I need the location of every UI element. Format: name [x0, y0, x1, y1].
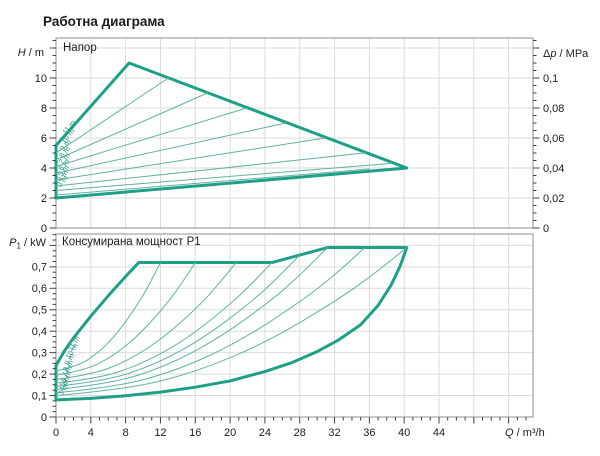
ticks	[49, 40, 540, 229]
power-envelope	[54, 246, 409, 402]
svg-text:0: 0	[41, 412, 47, 424]
svg-text:0,06: 0,06	[543, 133, 564, 145]
svg-text:24: 24	[259, 427, 271, 439]
svg-text:0,02: 0,02	[543, 193, 564, 205]
tick-labels: 0 0,1 0,2 0,3 0,4 0,5 0,6 0,7 0 4 8 12 16 20 24 28 32 36 4…	[32, 262, 445, 439]
curve-8m	[55, 107, 248, 167]
svg-text:28: 28	[294, 427, 306, 439]
svg-text:12: 12	[154, 427, 166, 439]
page-title: Работна диаграма	[43, 14, 165, 29]
curve-9m	[55, 92, 208, 161]
power-curve-5m	[55, 247, 329, 391]
svg-text:16: 16	[189, 427, 201, 439]
svg-text:32: 32	[328, 427, 340, 439]
power-curve-6m	[55, 254, 301, 387]
svg-text:6: 6	[41, 133, 47, 145]
curve-10m	[55, 77, 169, 154]
axis-unit-label: Q / m³/h	[505, 427, 545, 439]
tick-labels: 0 2 4 6 8 10 0 0,02 0,04 0,06 0,08 0,1	[35, 73, 565, 235]
power-curve-9m	[55, 262, 196, 376]
svg-text:4: 4	[41, 163, 47, 175]
svg-text:0,08: 0,08	[543, 103, 564, 115]
curve-6m	[55, 137, 326, 181]
plot-border	[55, 37, 534, 229]
svg-text:0,7: 0,7	[32, 262, 47, 274]
power-curve-8m	[55, 262, 237, 380]
operating-envelope	[54, 61, 409, 200]
chart-title: Напор	[63, 42, 97, 54]
svg-text:0,1: 0,1	[32, 390, 47, 402]
axis-unit-label: H / m	[18, 47, 44, 59]
svg-text:0,4: 0,4	[32, 326, 47, 338]
curve-3m	[55, 168, 370, 196]
curve-4m	[55, 163, 390, 191]
svg-text:2: 2	[41, 193, 47, 205]
axis-unit-label: P1 / kW	[9, 237, 46, 251]
head-chart: 11 m10 m9 m8 m7 m6 m5 m4 m3 m024681000,0…	[18, 37, 589, 235]
svg-text:8: 8	[41, 103, 47, 115]
gridlines	[56, 234, 533, 417]
svg-text:0: 0	[543, 223, 549, 235]
svg-text:0,6: 0,6	[32, 283, 47, 295]
svg-text:0,2: 0,2	[32, 369, 47, 381]
power-curve-7m	[55, 262, 273, 384]
svg-text:0,3: 0,3	[32, 347, 47, 359]
svg-text:4: 4	[88, 427, 94, 439]
gridlines	[56, 38, 533, 228]
svg-text:0: 0	[53, 427, 59, 439]
power-curve-10m	[55, 262, 161, 372]
curve-7m	[55, 122, 287, 174]
axis-unit-label: Δp / MPa	[543, 48, 589, 60]
svg-text:8: 8	[123, 427, 129, 439]
svg-text:20: 20	[224, 427, 236, 439]
svg-text:36: 36	[363, 427, 375, 439]
svg-text:0: 0	[41, 223, 47, 235]
svg-text:44: 44	[433, 427, 445, 439]
svg-text:0,04: 0,04	[543, 163, 564, 175]
svg-text:10: 10	[35, 73, 47, 85]
svg-text:0,1: 0,1	[543, 73, 558, 85]
chart-title: Консумирана мощност P1	[62, 236, 201, 248]
power-chart: 11 m10 m9 m8 m7 m6 m5 m4 m3 m00,10,20,30…	[9, 233, 545, 439]
power-curve-3m	[55, 247, 408, 397]
power-curve-4m	[55, 247, 366, 394]
svg-text:0,5: 0,5	[32, 305, 47, 317]
curve-5m	[55, 152, 365, 187]
ticks	[49, 234, 527, 424]
svg-text:40: 40	[398, 427, 410, 439]
